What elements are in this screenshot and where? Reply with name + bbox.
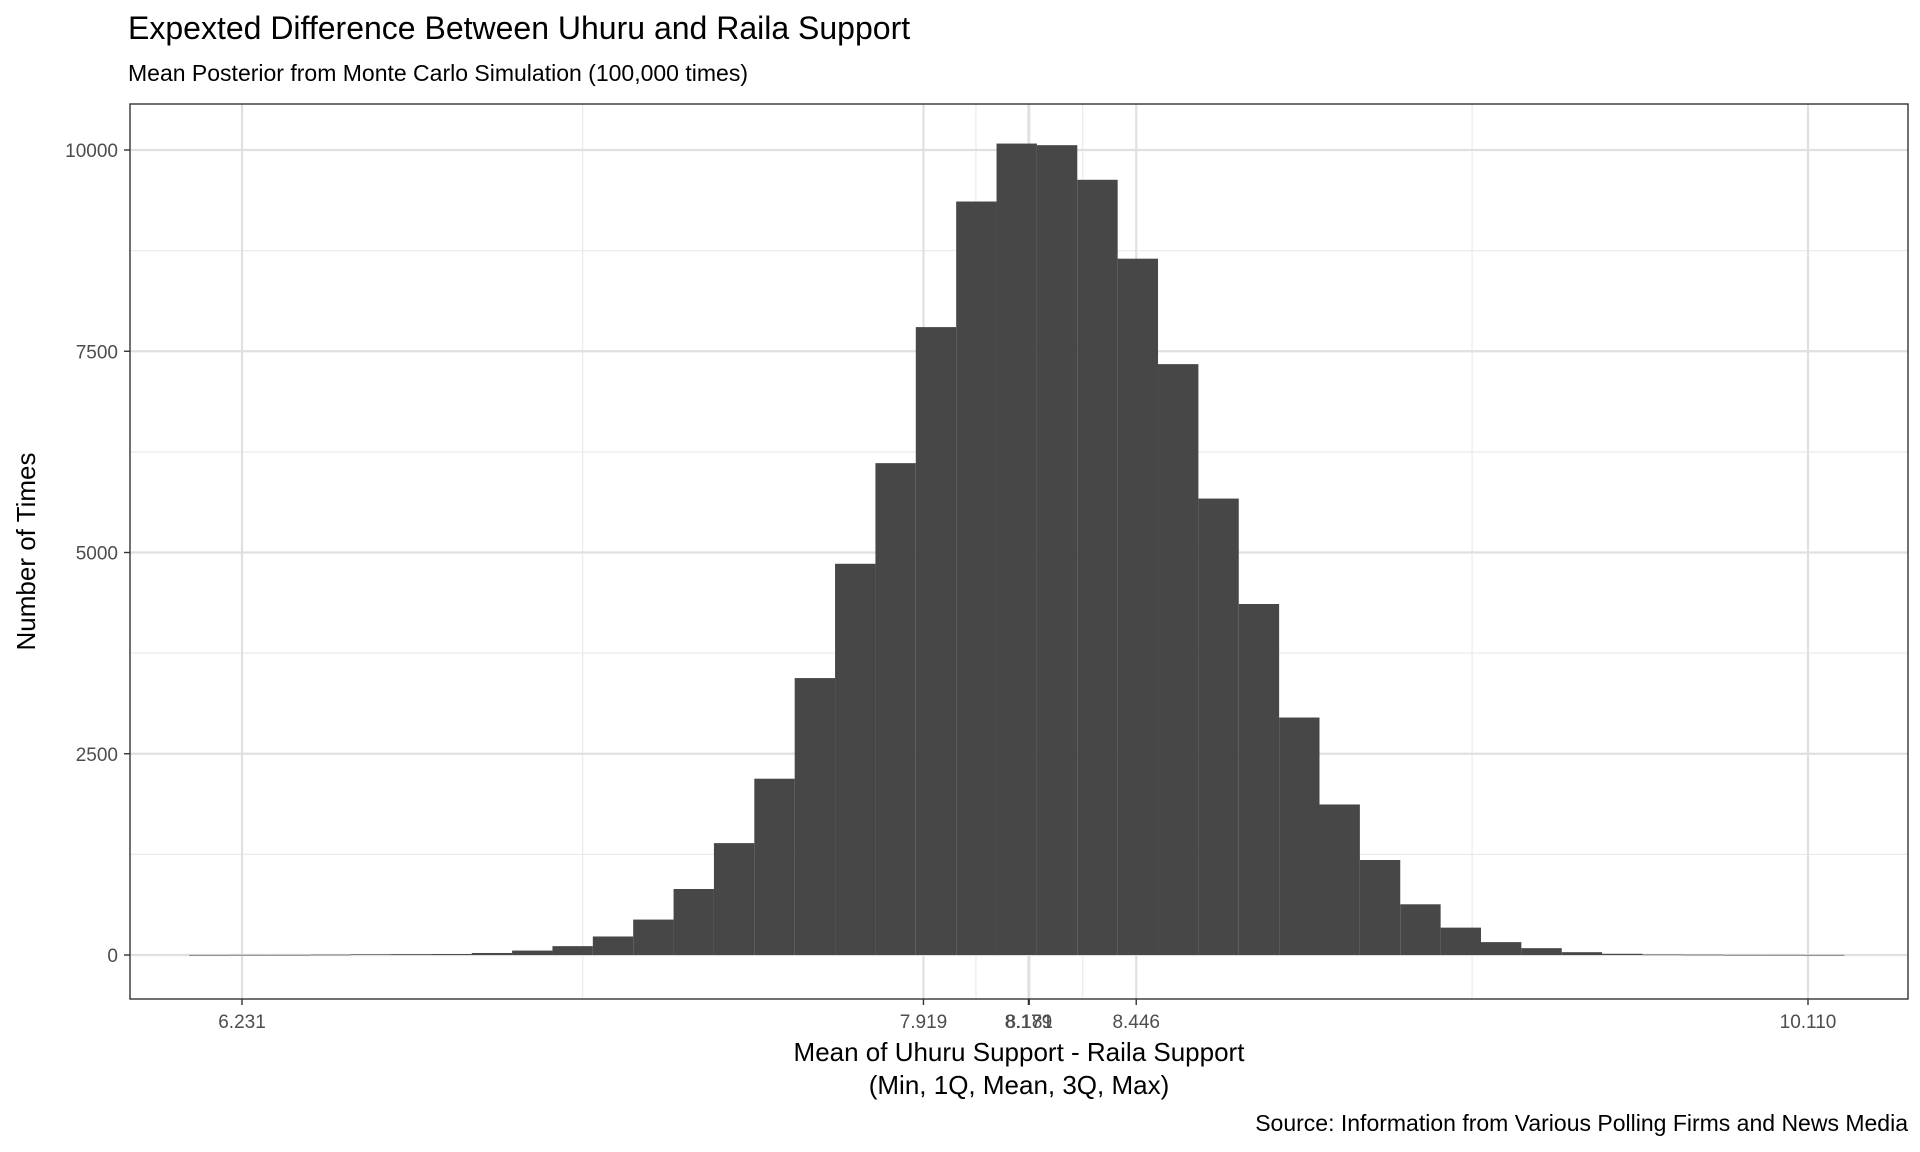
histogram-bar [310, 954, 351, 956]
x-tick-label: 8.179 [1005, 1012, 1053, 1033]
histogram-bar [996, 143, 1037, 955]
histogram-bar [1036, 145, 1078, 956]
histogram-bar [633, 919, 674, 955]
histogram-bar [592, 936, 634, 955]
histogram-bar [1319, 804, 1360, 955]
chart-caption: Source: Information from Various Polling… [1255, 1110, 1908, 1136]
histogram-bar [229, 954, 270, 956]
x-tick-label: 6.231 [218, 1012, 266, 1033]
histogram-bar [1602, 953, 1643, 955]
y-tick-label: 7500 [76, 342, 118, 363]
histogram-bar [512, 950, 553, 955]
x-tick-label: 8.181 [1005, 1012, 1053, 1033]
histogram-bar [1198, 498, 1239, 955]
histogram-bar [1440, 927, 1481, 955]
histogram-bar [1238, 604, 1280, 955]
histogram-bar [1158, 364, 1199, 955]
histogram-bar [431, 954, 472, 955]
panel-border [129, 103, 1909, 1000]
histogram-bar [794, 678, 836, 955]
histogram-bar [350, 954, 391, 955]
y-axis: 0 2500 5000 7500 10000 [65, 141, 130, 967]
x-tick-label: 8.446 [1112, 1012, 1160, 1033]
histogram-bar [956, 201, 997, 955]
histogram-bar [1359, 860, 1401, 955]
histogram-bar [875, 463, 916, 955]
histogram-bar [1400, 904, 1441, 955]
chart-title: Expexted Difference Between Uhuru and Ra… [128, 10, 911, 46]
histogram-bar [754, 778, 795, 955]
histogram-bar [552, 946, 593, 955]
x-axis-title: Mean of Uhuru Support - Raila Support [794, 1037, 1246, 1067]
y-tick-label: 5000 [76, 544, 118, 565]
y-axis-title: Number of Times [11, 453, 41, 651]
histogram-bar [471, 952, 513, 955]
histogram-bar [390, 954, 432, 955]
histogram-bar [1763, 954, 1804, 956]
x-tick-label: 7.919 [900, 1012, 948, 1033]
histogram-bar [1077, 179, 1118, 955]
histogram-bar [1723, 954, 1764, 956]
histogram-bar [1480, 942, 1522, 955]
histogram-bar [915, 327, 957, 956]
histogram-bar [189, 954, 230, 956]
histogram-bar [1642, 954, 1683, 956]
histogram-bar [713, 843, 755, 955]
x-axis-title-line2: (Min, 1Q, Mean, 3Q, Max) [869, 1070, 1170, 1100]
histogram-bar [835, 563, 876, 955]
histogram-bar [1561, 952, 1603, 955]
y-tick-label: 0 [107, 946, 118, 967]
histogram-bars [189, 143, 1845, 956]
histogram-bar [1803, 954, 1845, 956]
y-tick-label: 2500 [76, 745, 118, 766]
histogram-bar [1521, 948, 1562, 955]
histogram-bar [1117, 258, 1159, 955]
x-tick-label: 10.110 [1780, 1012, 1837, 1033]
histogram-bar [1279, 717, 1320, 955]
histogram-bar [1682, 954, 1724, 956]
histogram-bar [269, 954, 311, 956]
histogram-bar [673, 888, 714, 955]
chart-subtitle: Mean Posterior from Monte Carlo Simulati… [128, 60, 748, 86]
y-tick-label: 10000 [65, 141, 118, 162]
